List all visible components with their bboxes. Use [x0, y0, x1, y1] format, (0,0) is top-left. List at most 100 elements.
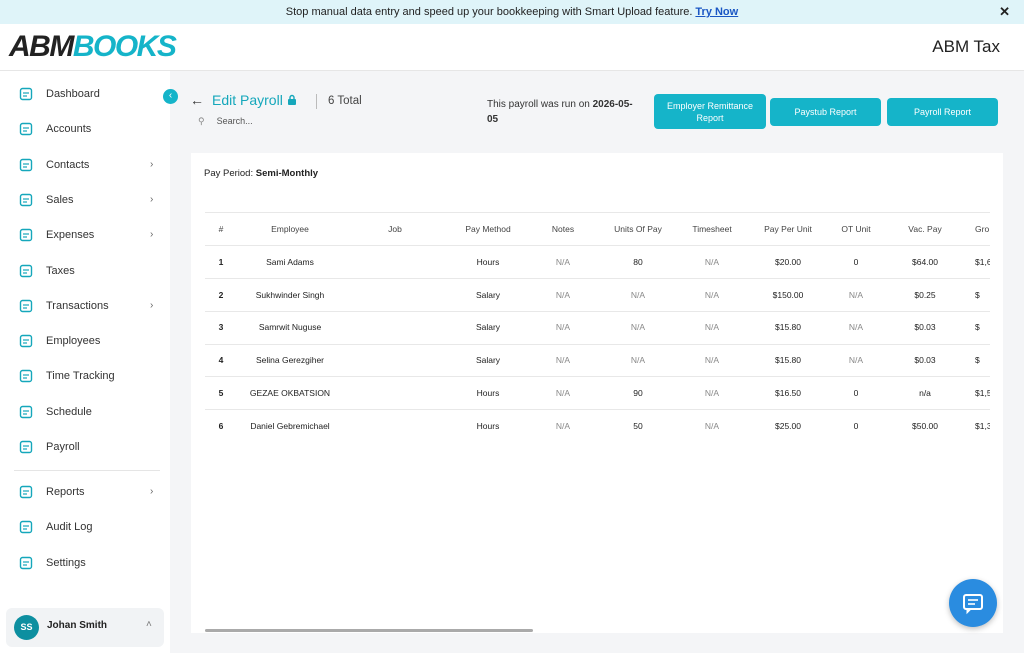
- scrollbar[interactable]: [205, 629, 533, 632]
- column-header: Timesheet: [692, 224, 732, 234]
- table-cell: N/A: [555, 420, 571, 431]
- nav-icon: [19, 556, 33, 569]
- column-header: OT Unit: [841, 224, 871, 234]
- nav-icon: [19, 440, 33, 454]
- promo-banner: Stop manual data entry and speed up your…: [0, 0, 1024, 24]
- table-cell: $15.80: [775, 355, 801, 366]
- table-cell: N/A: [848, 289, 864, 300]
- submenu-chevron: ›: [150, 229, 154, 241]
- row-border: [205, 343, 990, 345]
- nav-icon: [19, 158, 33, 171]
- table-cell: $0.03: [914, 355, 936, 366]
- nav-item[interactable]: Transactions ›: [0, 293, 170, 319]
- try-now-link[interactable]: Try Now: [695, 6, 739, 18]
- nav-icon: [19, 228, 33, 242]
- column-header: Notes: [551, 224, 575, 234]
- search-placeholder: Search...: [216, 116, 253, 126]
- nav-icon: [19, 193, 33, 207]
- table-cell: $1,3: [975, 420, 990, 431]
- nav-icon: [19, 87, 33, 101]
- nav-label: Accounts: [46, 123, 92, 136]
- nav-label: Taxes: [46, 264, 75, 277]
- nav-item[interactable]: Settings: [0, 550, 170, 576]
- search[interactable]: ⚲ Search...: [198, 116, 253, 126]
- chat-icon: [963, 594, 983, 615]
- total-count: 6 Total: [328, 95, 362, 107]
- table-cell: Hours: [476, 387, 500, 398]
- report-button[interactable]: Paystub Report: [770, 98, 881, 126]
- nav-icon: [19, 405, 33, 418]
- table-cell: N/A: [704, 289, 720, 300]
- report-button[interactable]: Employer Remittance Report: [654, 94, 766, 129]
- title-text: Edit Payroll: [212, 92, 283, 108]
- nav-label: Employees: [46, 335, 101, 348]
- table-cell: n/a: [919, 387, 931, 398]
- nav-label: Reports: [46, 486, 85, 498]
- nav-item[interactable]: Audit Log: [0, 514, 170, 540]
- table-cell: $15.80: [775, 322, 801, 333]
- close-banner[interactable]: ✕: [999, 4, 1010, 19]
- run-text: This payroll was run on: [487, 99, 590, 110]
- table-cell: $50.00: [912, 420, 938, 431]
- logo-right: BOOKS: [72, 30, 177, 63]
- column-header: Gro: [975, 224, 990, 234]
- table-cell: N/A: [555, 355, 571, 366]
- table-cell: N/A: [630, 355, 646, 366]
- nav-item[interactable]: Expenses ›: [0, 222, 170, 248]
- nav-icon: [19, 123, 33, 136]
- logo-left: ABM: [9, 30, 74, 63]
- table-cell: $: [975, 355, 980, 366]
- banner-text: Stop manual data entry and speed up your…: [285, 6, 693, 18]
- divider: [14, 470, 160, 471]
- nav-item[interactable]: Sales ›: [0, 187, 170, 213]
- chevron: ˄: [146, 619, 152, 630]
- table-cell: N/A: [704, 387, 720, 398]
- table-cell: N/A: [704, 420, 720, 431]
- row-border: [205, 311, 990, 313]
- run-date: 2026-05-05: [487, 99, 633, 125]
- table-border: [205, 245, 990, 246]
- row-border: [205, 376, 990, 378]
- nav-item[interactable]: Reports ›: [0, 479, 170, 505]
- nav-item[interactable]: Taxes: [0, 258, 170, 284]
- nav-item[interactable]: Time Tracking: [0, 363, 170, 389]
- table-cell: Sukhwinder Singh: [255, 289, 325, 300]
- separator: [316, 94, 317, 109]
- nav-label: Transactions: [46, 299, 109, 312]
- submenu-chevron: ›: [150, 193, 154, 205]
- nav-item[interactable]: Schedule: [0, 399, 170, 425]
- user-menu[interactable]: SS Johan Smith ˄: [6, 608, 164, 647]
- nav-item[interactable]: Payroll: [0, 434, 170, 460]
- collapse-sidebar[interactable]: ‹: [163, 89, 178, 104]
- table-cell: 0: [853, 257, 859, 267]
- table-cell: 4: [218, 355, 224, 366]
- nav-item[interactable]: Contacts ›: [0, 152, 170, 178]
- table-cell: 1: [218, 257, 224, 267]
- report-button[interactable]: Payroll Report: [887, 98, 998, 126]
- table-cell: N/A: [848, 322, 864, 333]
- submenu-chevron: ›: [150, 299, 154, 311]
- table-cell: Selina Gerezgiher: [255, 355, 325, 366]
- chat-button[interactable]: [949, 579, 997, 627]
- table-cell: 3: [218, 322, 224, 333]
- nav-label: Audit Log: [46, 521, 93, 534]
- table-cell: Hours: [476, 257, 500, 267]
- table-cell: N/A: [704, 355, 720, 366]
- back-arrow[interactable]: ←: [190, 92, 204, 108]
- page-title: ← Edit Payroll: [190, 92, 297, 108]
- column-header: Pay Per Unit: [764, 224, 812, 234]
- logo[interactable]: ABMBOOKS: [9, 30, 177, 64]
- nav-icon: [19, 299, 33, 312]
- run-info: This payroll was run on 2026-05-05: [487, 97, 637, 127]
- submenu-chevron: ›: [150, 158, 154, 170]
- row-border: [205, 278, 990, 280]
- nav-label: Settings: [46, 556, 86, 569]
- table-cell: Daniel Gebremichael: [250, 420, 330, 431]
- nav-item[interactable]: Dashboard: [0, 81, 170, 107]
- table-cell: Salary: [475, 322, 501, 333]
- table-cell: N/A: [704, 322, 720, 333]
- nav-item[interactable]: Employees: [0, 328, 170, 354]
- nav-item[interactable]: Accounts: [0, 116, 170, 142]
- avatar: SS: [14, 615, 39, 640]
